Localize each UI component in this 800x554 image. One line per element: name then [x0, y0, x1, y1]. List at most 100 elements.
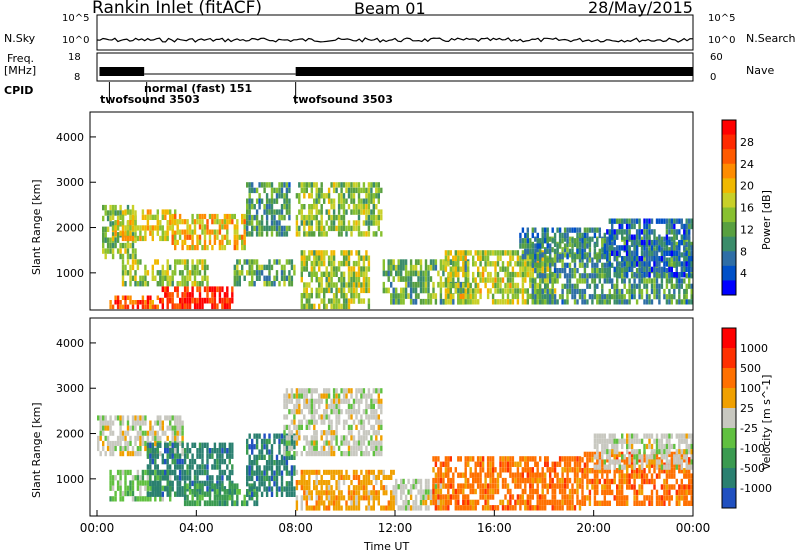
power-cells-band-8-cell [332, 214, 336, 221]
vel-cells-band-9-cell [611, 478, 614, 485]
power-cells-band-11-cell [521, 293, 525, 300]
freq-block-1 [99, 67, 145, 76]
vel-cells-band-6-cell [315, 469, 318, 475]
vel-cells-band-2-cell [161, 491, 164, 497]
power-cells-band-12-cell [549, 262, 552, 268]
vel-cells-band-5-cell [342, 388, 346, 394]
power-cells-band-13-cell [576, 227, 579, 233]
power-cells-band-12-cell [633, 283, 636, 289]
power-cells-band-11-cell [454, 282, 457, 289]
power-cbar-swatch-0 [722, 120, 736, 136]
vel-cells-band-2-cell [169, 469, 172, 476]
power-cells-band-13-cell [519, 243, 522, 249]
power-cells-band-12-cell [586, 283, 589, 289]
vel-cells-band-0-cell [102, 430, 105, 436]
power-cells-band-8-cell [370, 214, 373, 221]
vel-cells-band-8-cell [474, 499, 477, 506]
vel-cells-band-5-cell [362, 440, 366, 446]
vel-cells-band-5-cell [323, 388, 326, 394]
power-cells-band-8-cell [300, 204, 303, 210]
vel-cells-band-9-cell [583, 451, 587, 458]
power-cells-band-3-cell [166, 281, 169, 287]
vel-cells-band-3-cell [213, 489, 217, 495]
power-cells-band-12-cell [601, 241, 604, 247]
vel-cells-band-5-cell [337, 419, 341, 425]
power-cells-band-8-cell [310, 214, 313, 221]
nsky-label: N.Sky [4, 32, 36, 45]
power-cells-band-12-cell [576, 288, 579, 295]
vel-cells-band-9-cell [593, 495, 597, 501]
power-cells-band-14-cell [640, 250, 644, 256]
power-cells-band-13-cell [573, 254, 577, 260]
vel-cells-band-8-cell [544, 494, 547, 500]
power-cells-band-7-cell [275, 231, 279, 237]
vel-cells-band-5-cell [320, 435, 323, 441]
vel-cells-band-9-cell [638, 489, 641, 496]
vel-cells-band-6-cell [380, 505, 383, 511]
vel-cells-band-8-cell [521, 472, 524, 478]
power-cells-band-6-cell [248, 270, 251, 276]
power-cells-band-9-cell [303, 287, 306, 294]
vel-cells-band-7-cell [427, 505, 430, 511]
vel-cells-band-5-cell [367, 414, 371, 420]
vel-cells-band-5-cell [367, 430, 371, 436]
power-cells-band-8-cell [377, 182, 380, 188]
vel-cells-band-8-cell [472, 499, 475, 506]
power-cells-band-8-cell [370, 220, 373, 226]
power-cells-band-7-cell [268, 182, 271, 188]
vel-cells-band-6-cell [295, 469, 299, 475]
power-cells-band-11-cell [499, 299, 502, 305]
vel-cells-band-4-cell [246, 481, 249, 487]
vel-cells-band-9-cell [673, 468, 676, 474]
vel-cells-band-8-cell [521, 467, 524, 473]
power-cells-band-14-cell [688, 223, 691, 230]
power-cells-band-12-cell [549, 278, 552, 284]
vel-cells-band-8-cell [452, 483, 455, 489]
vel-cells-band-4-cell [255, 491, 259, 497]
vel-cells-band-6-cell [337, 469, 341, 475]
vel-cells-band-8-cell [573, 467, 577, 473]
vel-cells-band-4-cell [253, 433, 256, 439]
vel-cells-band-5-cell [303, 414, 306, 420]
vel-cells-band-5-cell [362, 393, 366, 399]
power-cells-band-9-cell [305, 293, 308, 299]
vel-cells-band-5-cell [335, 414, 338, 420]
power-cells-band-6-cell [283, 264, 286, 271]
vel-cells-band-6-cell [315, 485, 318, 491]
power-cells-band-2-cell [226, 234, 229, 240]
power-cells-band-12-cell [534, 236, 537, 242]
vel-cells-band-7-cell [414, 484, 418, 490]
power-cells-band-8-cell [313, 198, 316, 204]
vel-cells-band-4-cell [283, 438, 286, 445]
power-cells-band-5-cell [146, 304, 150, 310]
power-cells-band-7-cell [253, 187, 256, 194]
power-cells-band-8-cell [342, 209, 346, 215]
vel-cells-band-8-cell [467, 494, 470, 500]
power-cells-band-9-cell [365, 266, 368, 272]
vel-cells-band-5-cell [332, 435, 336, 441]
vel-cells-band-5-cell [283, 451, 286, 457]
vel-cells-band-9-cell [660, 495, 664, 501]
power-cells-band-9-cell [335, 303, 338, 310]
vel-cells-band-6-cell [300, 505, 303, 511]
vel-cells-band-2-cell [161, 475, 164, 481]
power-cells-band-0-cell [119, 221, 122, 227]
vel-cells-band-9-cell [633, 500, 636, 506]
vel-cells-band-6-cell [303, 490, 306, 496]
vel-cells-band-5-cell [305, 451, 308, 457]
vel-cells-band-9-cell [621, 473, 624, 479]
vel-cells-band-4-cell [255, 460, 259, 466]
vel-cells-band-4-cell [248, 460, 251, 466]
power-cells-band-8-cell [345, 198, 348, 204]
power-cells-band-7-cell [258, 182, 261, 188]
power-cells-band-0-cell [124, 242, 127, 249]
power-cells-band-7-cell [258, 204, 261, 210]
vel-cells-band-0-cell [169, 415, 172, 421]
power-cells-band-10-cell [439, 259, 443, 265]
power-cells-band-11-cell [467, 250, 470, 256]
power-cells-band-11-cell [459, 266, 462, 272]
vel-cells-band-8-cell [519, 477, 522, 484]
power-cells-band-8-cell [362, 220, 366, 226]
vel-cells-band-6-cell [370, 490, 373, 496]
power-cells-band-2-cell [216, 213, 219, 220]
